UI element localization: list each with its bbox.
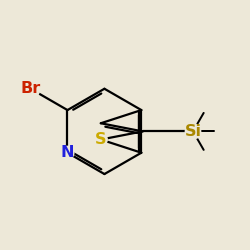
Text: N: N: [61, 145, 74, 160]
Text: Si: Si: [184, 124, 202, 139]
Text: Br: Br: [20, 81, 41, 96]
Circle shape: [21, 79, 40, 98]
Circle shape: [185, 124, 201, 139]
Circle shape: [94, 133, 107, 146]
Text: S: S: [95, 132, 106, 147]
Circle shape: [61, 146, 74, 159]
